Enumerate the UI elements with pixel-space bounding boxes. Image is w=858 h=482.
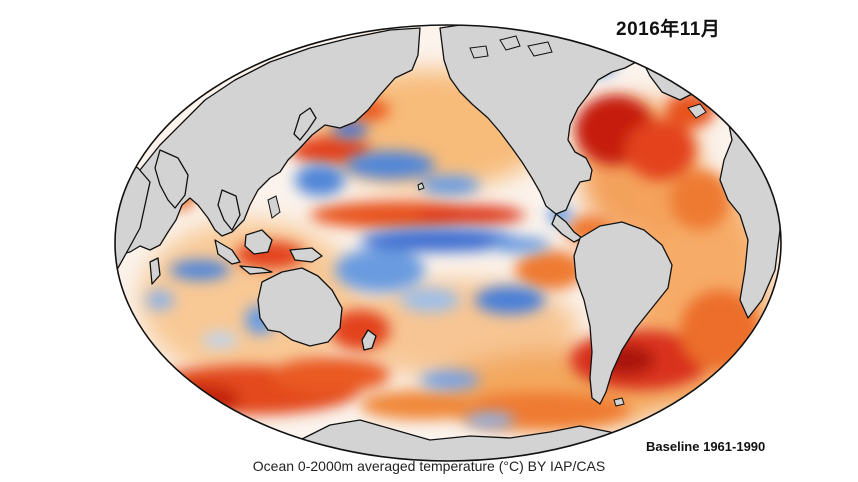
land-arctic-island-2	[527, 41, 553, 57]
map-date-title: 2016年11月	[616, 19, 721, 40]
land-arctic-island-1	[499, 35, 521, 51]
land-arctic-island-3	[469, 45, 489, 59]
land-java	[239, 265, 273, 275]
land-south-america	[573, 221, 673, 405]
land-southeast-asia	[217, 189, 241, 231]
land-madagascar	[149, 257, 161, 285]
land-japan	[293, 107, 317, 141]
land-falklands	[613, 397, 625, 407]
islands-layer	[267, 35, 707, 407]
baseline-label: Baseline 1961-1990	[646, 439, 766, 454]
land-iceland	[687, 103, 707, 119]
land-new-zealand	[361, 329, 377, 351]
land-india	[154, 149, 189, 209]
land-new-guinea	[289, 247, 323, 263]
land-sumatra	[214, 239, 241, 265]
land-australia	[257, 267, 343, 347]
land-central-america	[551, 213, 583, 243]
land-philippines	[267, 195, 281, 219]
land-hawaii	[417, 182, 425, 191]
land-asia	[115, 27, 421, 256]
land-borneo	[244, 229, 273, 255]
globe-outline	[114, 24, 782, 462]
map-caption: Ocean 0-2000m averaged temperature (°C) …	[252, 458, 606, 474]
north-atlantic-warm-patch	[540, 60, 730, 230]
globe	[115, 25, 781, 461]
